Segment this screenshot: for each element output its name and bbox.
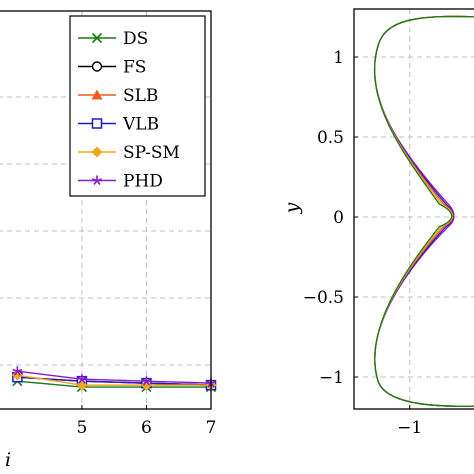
legend-marker — [91, 89, 103, 100]
y-tick-label: 1 — [333, 48, 344, 68]
left-x-axis-label: i — [5, 449, 11, 471]
y-tick-label: 0.5 — [317, 128, 344, 148]
right-axes-frame — [353, 8, 474, 410]
legend: DS FS SLB VLB SP-SM PHD — [69, 15, 206, 197]
legend-entry: VLB — [78, 115, 159, 135]
legend-label: PHD — [123, 172, 163, 192]
x-tick-label: 7 — [206, 418, 217, 438]
right-x-ticks: −1 — [397, 405, 422, 438]
right-y-axis-label: y — [281, 202, 303, 214]
y-tick-label: 0 — [333, 208, 344, 228]
legend-entry: PHD — [78, 172, 163, 192]
legend-marker — [91, 118, 103, 129]
left-x-ticks: 5 6 7 — [76, 405, 216, 438]
legend-label: DS — [123, 29, 148, 49]
legend-marker — [91, 61, 103, 72]
legend-entry: DS — [78, 29, 148, 49]
legend-entry: SLB — [78, 86, 158, 106]
contour-curve — [373, 15, 474, 407]
data-point — [76, 374, 87, 384]
legend-marker — [91, 32, 103, 44]
left-axes-frame — [0, 10, 212, 410]
x-tick-label: 6 — [141, 418, 152, 438]
left-chart: 5 6 7 i DS FS SLB VLB SP-SM PHD — [0, 10, 217, 471]
y-tick-label: −0.5 — [303, 288, 344, 308]
legend-box — [69, 15, 206, 197]
legend-entry: FS — [78, 58, 146, 78]
series-line — [17, 380, 211, 388]
series-line — [17, 370, 212, 384]
right-grid — [354, 9, 474, 409]
legend-label: VLB — [122, 115, 159, 135]
x-tick-label: 5 — [76, 418, 87, 438]
legend-marker — [91, 146, 103, 158]
data-point — [11, 369, 23, 381]
data-point — [12, 366, 23, 376]
legend-label: SLB — [123, 86, 158, 106]
data-point — [140, 379, 152, 391]
x-tick-label: −1 — [397, 418, 422, 438]
contour-curve — [373, 15, 474, 407]
y-tick-label: −1 — [319, 368, 344, 388]
right-y-ticks: 1 0.5 0 −0.5 −1 — [303, 48, 358, 388]
legend-marker — [92, 175, 102, 185]
left-series — [11, 366, 217, 393]
legend-label: SP-SM — [123, 143, 180, 163]
contour-curve — [373, 15, 474, 407]
legend-label: FS — [123, 58, 146, 78]
data-point — [141, 376, 152, 386]
contour-curve — [373, 15, 474, 407]
series-line — [17, 374, 211, 386]
contour-curve — [373, 15, 474, 407]
right-chart: 1 0.5 0 −0.5 −1 −1 y — [281, 8, 474, 438]
right-curves — [373, 15, 474, 407]
legend-entry: SP-SM — [78, 143, 180, 163]
series-line — [17, 376, 212, 386]
